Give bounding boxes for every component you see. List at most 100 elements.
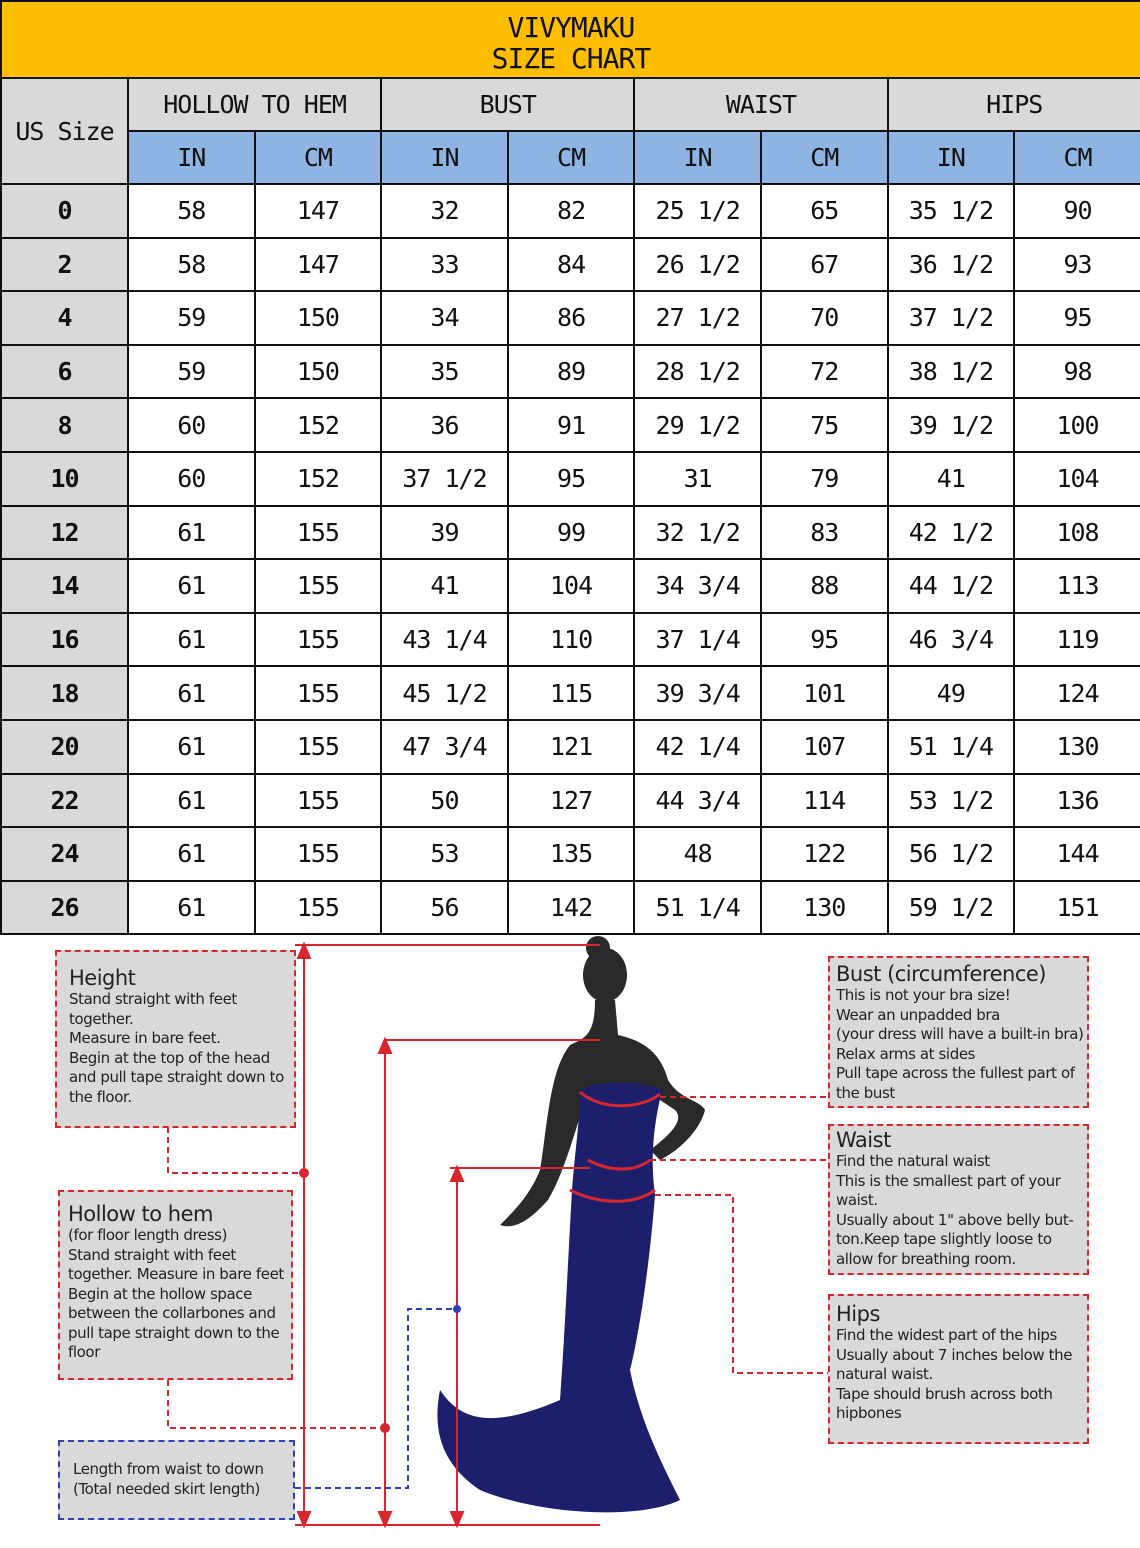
measurement-cell: 61	[127, 718, 256, 775]
measurement-cell: 27 1/2	[633, 290, 762, 346]
measurement-cell: 61	[127, 826, 256, 882]
measurement-cell: 37 1/4	[633, 611, 762, 668]
measurement-cell: 31	[633, 450, 762, 507]
measurement-cell: 61	[127, 558, 256, 614]
chart-title: VIVYMAKU SIZE CHART	[0, 0, 1140, 79]
measurement-cell: 56 1/2	[886, 826, 1016, 882]
measurement-cell: 60	[127, 397, 256, 453]
measurement-cell: 47 3/4	[380, 718, 509, 775]
skirt-length-line	[295, 1308, 457, 1489]
measurement-cell: 46 3/4	[886, 611, 1016, 668]
measurement-cell: 36 1/2	[886, 236, 1016, 293]
measurement-cell: 95	[1013, 290, 1140, 346]
measurement-cell: 142	[506, 879, 636, 936]
hips-guide-text: Find the widest part of the hips Usually…	[836, 1326, 1073, 1422]
us-size-cell: 24	[0, 826, 129, 882]
unit-header: CM	[506, 130, 636, 185]
measurement-cell: 104	[1013, 450, 1140, 507]
measurement-cell: 49	[886, 665, 1016, 721]
measurement-cell: 39 1/2	[886, 397, 1016, 453]
us-size-cell: 26	[0, 879, 129, 936]
measurement-cell: 155	[253, 558, 383, 614]
measurement-cell: 65	[759, 183, 889, 239]
table-row: 22 61 155 50 127 44 3/4 114 53 1/2 136	[0, 772, 1140, 829]
header-bust: BUST	[380, 77, 636, 132]
measurement-cell: 114	[759, 772, 889, 829]
measurement-cell: 34	[380, 290, 509, 346]
unit-header: IN	[886, 130, 1016, 185]
table-row: 24 61 155 53 135 48 122 56 1/2 144	[0, 826, 1140, 882]
unit-header: IN	[127, 130, 256, 185]
measurement-cell: 155	[253, 665, 383, 721]
hips-guide: Hips Find the widest part of the hips Usu…	[828, 1294, 1089, 1444]
measurement-cell: 58	[127, 183, 256, 239]
measurement-cell: 152	[253, 450, 383, 507]
measurement-cell: 60	[127, 450, 256, 507]
measurement-cell: 44 1/2	[886, 558, 1016, 614]
measurement-cell: 51 1/4	[886, 718, 1016, 775]
us-size-cell: 2	[0, 236, 129, 293]
measurement-cell: 53	[380, 826, 509, 882]
measurement-cell: 99	[506, 504, 636, 561]
measurement-cell: 61	[127, 879, 256, 936]
table-row: 4 59 150 34 86 27 1/2 70 37 1/2 95	[0, 290, 1140, 346]
dress-figure	[437, 936, 705, 1513]
table-row: 18 61 155 45 1/2 115 39 3/4 101 49 124	[0, 665, 1140, 721]
hollow-guide-title: Hollow to hem	[68, 1202, 213, 1226]
table-row: 14 61 155 41 104 34 3/4 88 44 1/2 113	[0, 558, 1140, 614]
measurement-cell: 67	[759, 236, 889, 293]
unit-header: IN	[380, 130, 509, 185]
height-guide-text: Stand straight with feet together. Measu…	[69, 990, 284, 1106]
measurement-cell: 90	[1013, 183, 1140, 239]
measurement-cell: 43 1/4	[380, 611, 509, 668]
unit-header: IN	[633, 130, 762, 185]
measurement-cell: 33	[380, 236, 509, 293]
us-size-cell: 4	[0, 290, 129, 346]
measurement-cell: 147	[253, 236, 383, 293]
measurement-cell: 108	[1013, 504, 1140, 561]
measurement-cell: 42 1/4	[633, 718, 762, 775]
measurement-cell: 152	[253, 397, 383, 453]
table-row: 20 61 155 47 3/4 121 42 1/4 107 51 1/4 130	[0, 718, 1140, 775]
table-row: 2 58 147 33 84 26 1/2 67 36 1/2 93	[0, 236, 1140, 293]
skirt-length-text: Length from waist to down (Total needed …	[73, 1460, 264, 1498]
hollow-guide: Hollow to hem (for floor length dress) St…	[58, 1190, 293, 1380]
measurement-cell: 155	[253, 826, 383, 882]
measurement-cell: 29 1/2	[633, 397, 762, 453]
bust-guide-text: This is not your bra size! Wear an unpad…	[836, 986, 1084, 1102]
measurement-cell: 39	[380, 504, 509, 561]
measurement-cell: 26 1/2	[633, 236, 762, 293]
measurement-cell: 35 1/2	[886, 183, 1016, 239]
table-row: 16 61 155 43 1/4 110 37 1/4 95 46 3/4 119	[0, 611, 1140, 668]
us-size-cell: 18	[0, 665, 129, 721]
measurement-cell: 135	[506, 826, 636, 882]
measurement-cell: 155	[253, 718, 383, 775]
skirt-length-guide: Length from waist to down (Total needed …	[58, 1440, 295, 1520]
measurement-cell: 37 1/2	[886, 290, 1016, 346]
bust-guide-title: Bust (circumference)	[836, 962, 1047, 986]
measurement-cell: 44 3/4	[633, 772, 762, 829]
height-guide-title: Height	[69, 966, 136, 990]
us-size-cell: 0	[0, 183, 129, 239]
measurement-cell: 36	[380, 397, 509, 453]
measurement-cell: 100	[1013, 397, 1140, 453]
measurement-cell: 41	[380, 558, 509, 614]
measurement-cell: 48	[633, 826, 762, 882]
measurement-cell: 115	[506, 665, 636, 721]
hips-guide-title: Hips	[836, 1302, 880, 1326]
measurement-cell: 79	[759, 450, 889, 507]
measurement-cell: 101	[759, 665, 889, 721]
measurement-cell: 32 1/2	[633, 504, 762, 561]
measurement-cell: 50	[380, 772, 509, 829]
measurement-cell: 107	[759, 718, 889, 775]
measurement-cell: 34 3/4	[633, 558, 762, 614]
measurement-cell: 155	[253, 611, 383, 668]
us-size-cell: 8	[0, 397, 129, 453]
measurement-cell: 72	[759, 343, 889, 400]
us-size-cell: 22	[0, 772, 129, 829]
bust-guide: Bust (circumference) This is not your bra…	[828, 956, 1089, 1108]
measurement-cell: 61	[127, 504, 256, 561]
measurement-cell: 84	[506, 236, 636, 293]
measurement-cell: 53 1/2	[886, 772, 1016, 829]
measurement-cell: 75	[759, 397, 889, 453]
